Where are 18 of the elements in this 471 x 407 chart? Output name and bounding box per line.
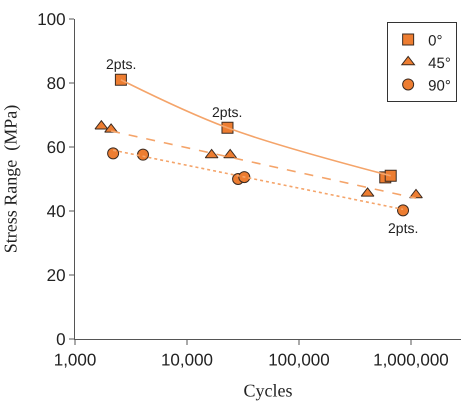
y-axis-title: Stress Range (MPa): [0, 104, 20, 254]
x-tick-label: 100,000: [268, 350, 330, 370]
annotation: 2pts.: [388, 220, 418, 236]
x-tick-label: 1,000: [54, 350, 96, 370]
legend-label: 0°: [428, 32, 442, 50]
y-tick-label: 40: [46, 202, 66, 221]
x-tick-label: 1,000,000: [373, 350, 449, 370]
y-tick-label: 20: [46, 266, 66, 285]
annotation: 2pts.: [212, 104, 242, 120]
y-tick-label: 80: [46, 74, 66, 93]
legend-label: 90°: [428, 77, 451, 94]
x-tick-label: 10,000: [160, 350, 213, 370]
y-tick-label: 100: [37, 10, 66, 29]
annotation: 2pts.: [106, 56, 136, 72]
y-tick-label: 0: [56, 330, 66, 349]
legend-label: 45°: [428, 54, 451, 72]
y-tick-label: 60: [46, 138, 66, 157]
x-axis-title: Cycles: [244, 380, 292, 400]
